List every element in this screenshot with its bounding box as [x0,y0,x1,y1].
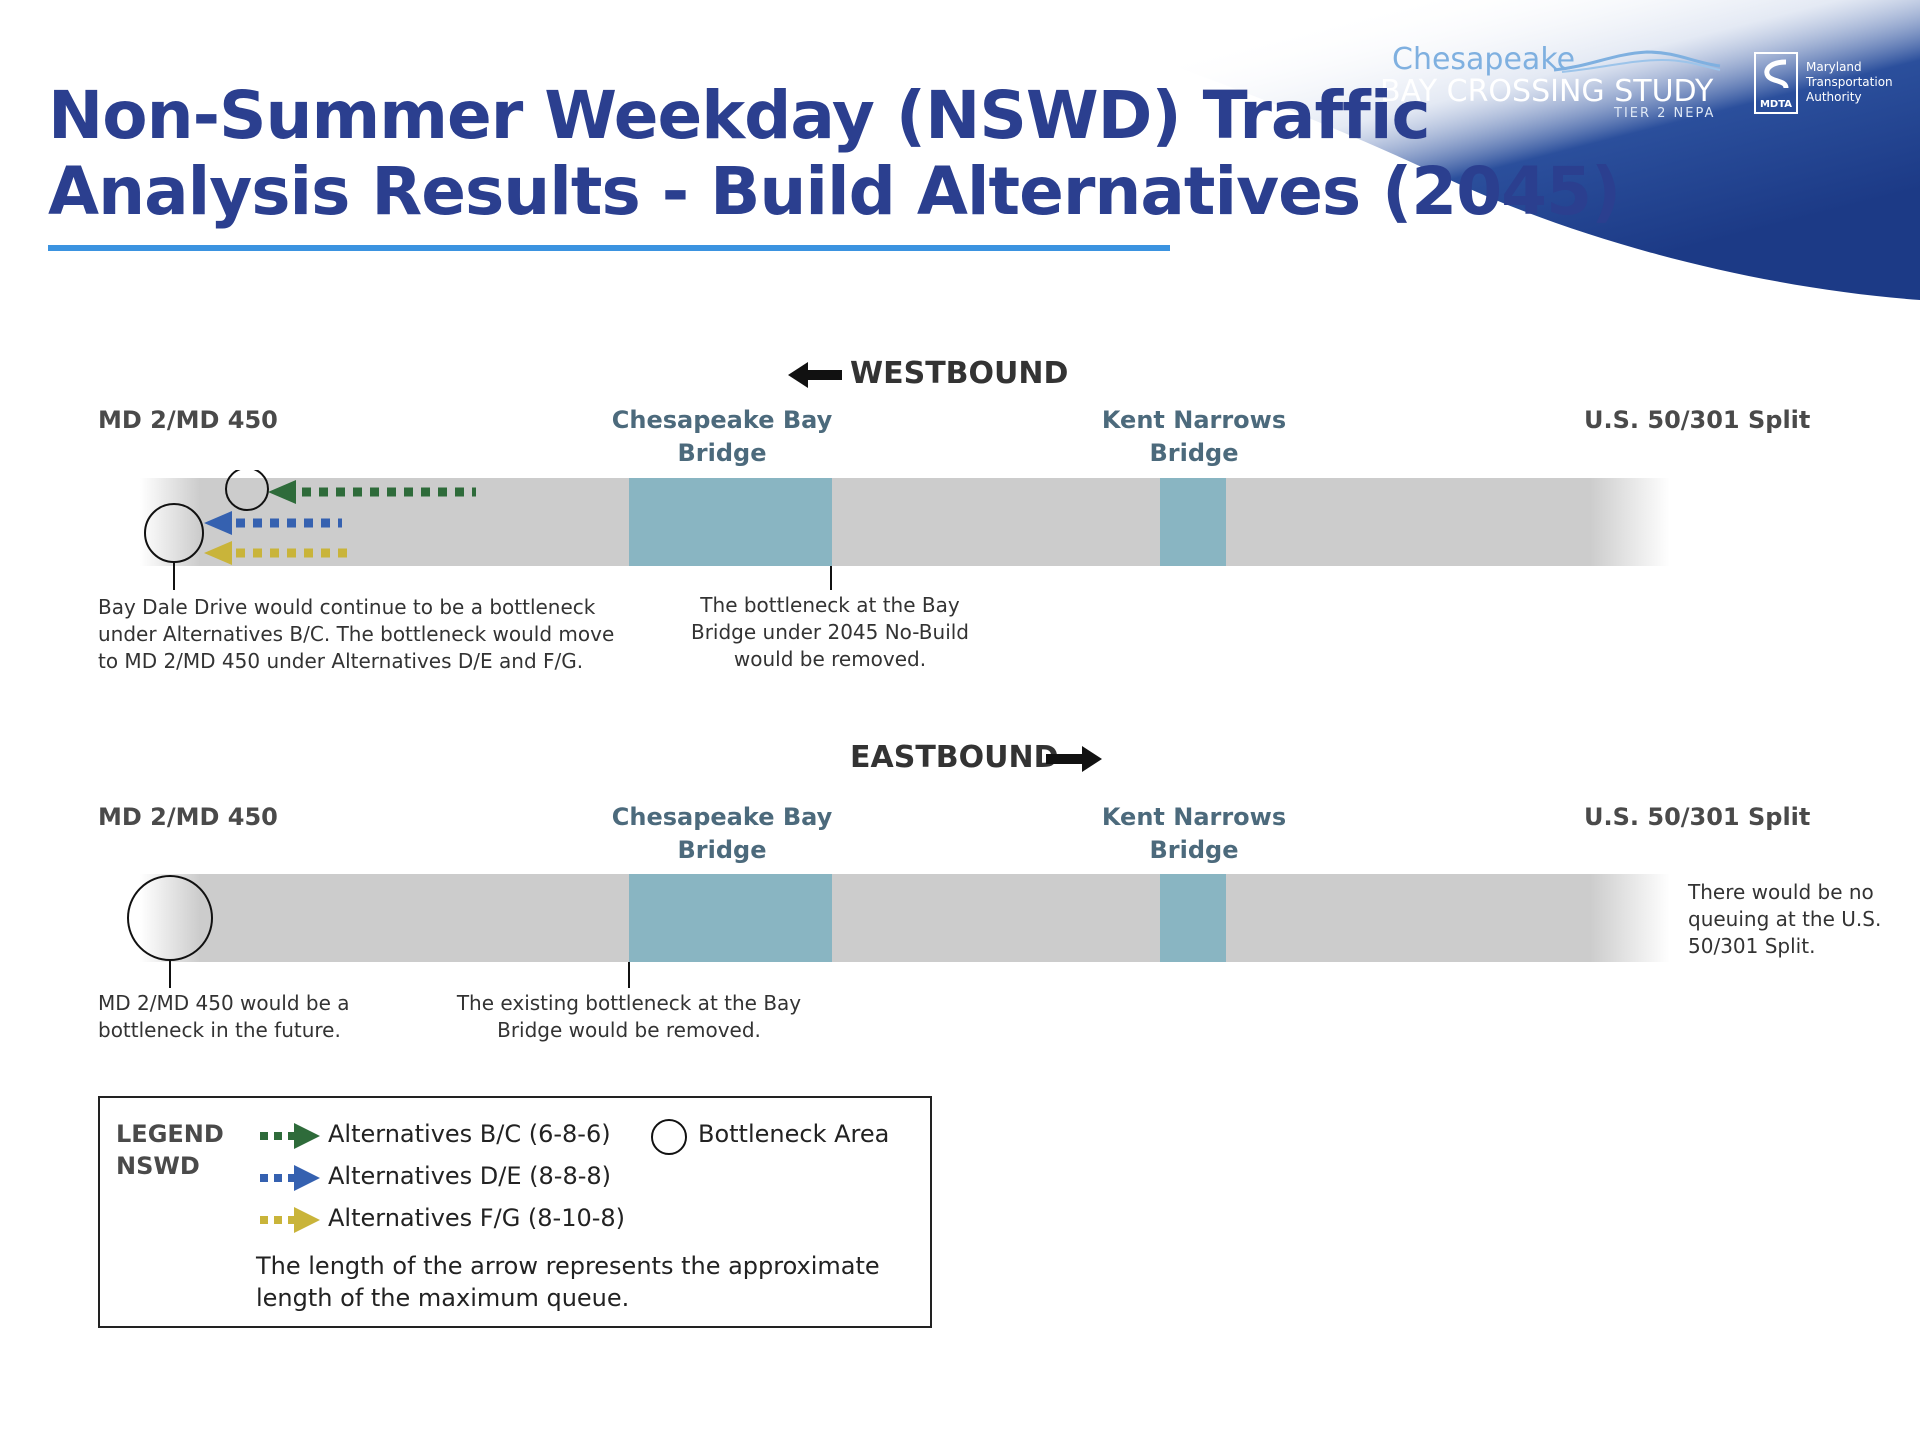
westbound-road-diagram [140,470,1670,590]
logo-line1: Chesapeake [1392,42,1576,77]
eb-note-left-line1: MD 2/MD 450 would be a [98,991,350,1015]
legend-heading-line1: LEGEND [116,1120,224,1148]
legend-arrow-de-icon [260,1165,320,1191]
legend-arrow-fg-icon [260,1207,320,1233]
eb-kent-narrows-segment [1160,874,1226,962]
wb-md2-label: MD 2/MD 450 [98,406,278,434]
wb-road-fade-left [140,478,200,566]
legend-label-de: Alternatives D/E (8-8-8) [328,1162,612,1190]
header-gradient [960,0,1920,300]
wb-note-bridge: The bottleneck at the Bay Bridge under 2… [680,592,980,673]
eb-bay-bridge-line2: Bridge [677,836,767,864]
legend-label-fg: Alternatives F/G (8-10-8) [328,1204,626,1232]
title-line2: Analysis Results - Build Alternatives (2… [48,153,1621,230]
wb-queue-de-arrowhead [204,511,232,535]
logo-line2: BAY CROSSING STUDY [1380,74,1714,109]
eb-kent-narrows-label: Kent Narrows Bridge [1090,801,1298,867]
title-line1: Non-Summer Weekday (NSWD) Traffic [48,77,1431,154]
legend-note: The length of the arrow represents the a… [256,1250,880,1314]
wb-kent-line2: Bridge [1149,439,1239,467]
wb-kent-narrows-segment [1160,478,1226,566]
legend-arrow-bc-icon [260,1123,320,1149]
eb-road [200,874,1590,962]
wb-note-left-line1: Bay Dale Drive would continue to be a bo… [98,595,596,619]
eb-us50-label: U.S. 50/301 Split [1584,803,1811,831]
wb-note-left: Bay Dale Drive would continue to be a bo… [98,594,614,675]
wb-note-left-line3: to MD 2/MD 450 under Alternatives D/E an… [98,649,584,673]
wb-bay-bridge-label: Chesapeake Bay Bridge [600,404,844,470]
legend: LEGEND NSWD Alternatives B/C (6-8-6) Alt… [98,1096,932,1328]
title-underline [48,245,1170,251]
eb-road-fade-right [1590,874,1670,962]
eb-kent-line2: Bridge [1149,836,1239,864]
eb-note-left: MD 2/MD 450 would be a bottleneck in the… [98,990,350,1044]
wb-note-bridge-line2: Bridge under 2045 No-Build [690,620,970,644]
wb-queue-fg-arrowhead [204,541,232,565]
bridge-logo-icon [1553,50,1721,73]
mdta-badge: MDTA [1754,52,1798,114]
wb-road-fade-right [1590,478,1670,566]
legend-note-line2: length of the maximum queue. [256,1284,630,1312]
legend-label-bc: Alternatives B/C (6-8-6) [328,1120,611,1148]
page-title: Non-Summer Weekday (NSWD) Traffic Analys… [48,77,1621,230]
eb-note-bridge-line1: The existing bottleneck at the Bay [456,991,802,1015]
wb-note-left-line2: under Alternatives B/C. The bottleneck w… [98,622,615,646]
wb-bay-bridge-line2: Bridge [677,439,767,467]
logo-line3: TIER 2 NEPA [1614,106,1716,121]
legend-note-line1: The length of the arrow represents the a… [256,1252,880,1280]
mdta-mark-icon [1764,59,1789,89]
wb-note-bridge-line1: The bottleneck at the Bay [700,593,960,617]
eb-note-right-line2: queuing at the U.S. [1688,907,1882,931]
legend-heading-line2: NSWD [116,1152,200,1180]
wb-kent-narrows-label: Kent Narrows Bridge [1090,404,1298,470]
eastbound-road-diagram [127,874,1670,988]
wb-us50-label: U.S. 50/301 Split [1584,406,1811,434]
wb-note-bridge-line3: would be removed. [733,647,927,671]
westbound-arrow-icon [788,362,842,388]
eastbound-label: EASTBOUND [850,740,1059,775]
eb-bay-bridge-line1: Chesapeake Bay [611,803,833,831]
wb-bay-bridge-line1: Chesapeake Bay [611,406,833,434]
agency-line2: Transportation [1806,75,1893,89]
wb-queue-bc-arrowhead [268,480,296,504]
eb-md2-label: MD 2/MD 450 [98,803,278,831]
eb-road-fade-left [140,874,200,962]
mdta-badge-text: MDTA [1759,99,1793,110]
wb-road [200,478,1590,566]
eb-kent-line1: Kent Narrows [1101,803,1287,831]
eb-note-bridge: The existing bottleneck at the Bay Bridg… [449,990,809,1044]
eb-bay-bridge-segment [629,874,832,962]
bottleneck-circle-icon [651,1119,687,1155]
legend-heading: LEGEND NSWD [116,1118,224,1182]
eb-note-left-line2: bottleneck in the future. [98,1018,341,1042]
agency-line3: Authority [1806,90,1862,104]
eastbound-arrow-icon [1046,746,1102,772]
wb-bay-bridge-segment [629,478,832,566]
eb-note-right: There would be no queuing at the U.S. 50… [1688,879,1881,960]
eb-bay-bridge-label: Chesapeake Bay Bridge [600,801,844,867]
wb-kent-line1: Kent Narrows [1101,406,1287,434]
wb-bottleneck-bay-dale [225,470,269,511]
eb-note-right-line1: There would be no [1688,880,1874,904]
eb-note-bridge-line2: Bridge would be removed. [497,1018,761,1042]
eb-note-right-line3: 50/301 Split. [1688,934,1816,958]
agency-line1: Maryland [1806,60,1862,74]
legend-label-bottleneck: Bottleneck Area [698,1120,890,1148]
westbound-label: WESTBOUND [850,356,1069,391]
